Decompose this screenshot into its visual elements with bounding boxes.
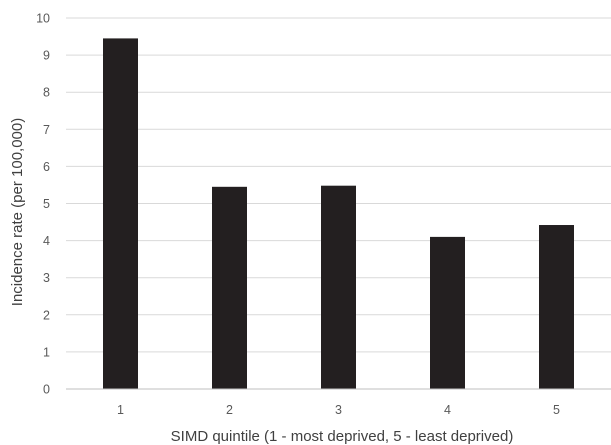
- y-tick-label: 8: [43, 86, 50, 100]
- y-tick-label: 2: [43, 308, 50, 322]
- bar-quintile-2: [212, 186, 247, 389]
- y-tick-label: 7: [43, 123, 50, 137]
- bar-quintile-1: [103, 38, 138, 389]
- x-tick-label: 3: [335, 403, 342, 417]
- bar-quintile-5: [539, 225, 574, 389]
- y-tick-label: 5: [43, 197, 50, 211]
- x-axis-label: SIMD quintile (1 - most deprived, 5 - le…: [171, 428, 514, 445]
- y-tick-label: 4: [43, 234, 50, 248]
- y-tick-label: 9: [43, 49, 50, 63]
- x-tick-labels: 1 2 3 4 5: [117, 403, 560, 417]
- bars: [103, 38, 574, 389]
- bar-quintile-3: [321, 185, 356, 389]
- y-tick-label: 6: [43, 160, 50, 174]
- y-tick-label: 3: [43, 271, 50, 285]
- y-tick-label: 10: [36, 12, 50, 26]
- y-tick-labels: 0 1 2 3 4 5 6 7 8 9 10: [36, 12, 50, 397]
- x-tick-label: 5: [553, 403, 560, 417]
- x-tick-label: 4: [444, 403, 451, 417]
- bar-quintile-4: [430, 236, 465, 389]
- x-tick-label: 2: [226, 403, 233, 417]
- y-tick-label: 0: [43, 383, 50, 397]
- y-axis-label: Incidence rate (per 100,000): [9, 118, 26, 306]
- x-tick-label: 1: [117, 403, 124, 417]
- y-tick-label: 1: [43, 345, 50, 359]
